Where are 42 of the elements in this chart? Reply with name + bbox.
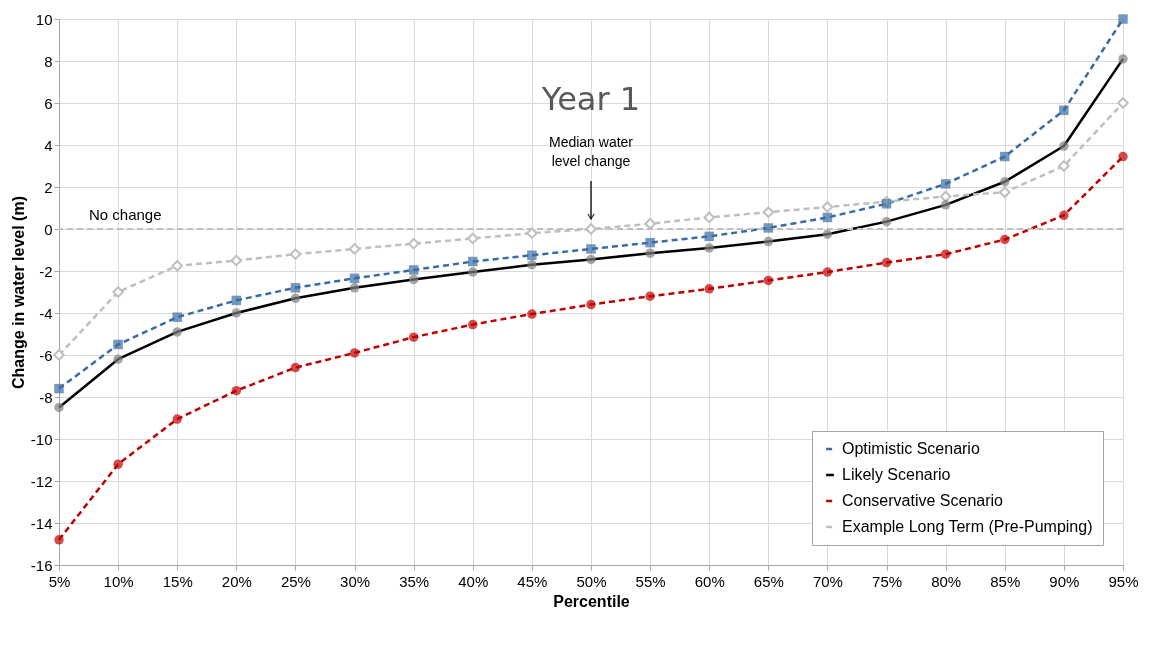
x-tick-label: 70% (812, 572, 843, 590)
x-tick-label: 80% (931, 572, 962, 590)
x-tick-label: 20% (221, 572, 252, 590)
x-tick-label: 5% (48, 572, 71, 590)
y-tick-label: -10 (30, 430, 53, 448)
y-tick-label: 2 (44, 178, 53, 196)
x-tick-label: 50% (576, 572, 607, 590)
y-tick-label: -12 (30, 472, 53, 490)
x-tick-label: 35% (399, 572, 430, 590)
legend-label: Conservative Scenario (842, 492, 1004, 509)
x-tick-label: 30% (340, 572, 371, 590)
text: Year 1 (540, 80, 641, 118)
x-tick-label: 95% (1108, 572, 1139, 590)
y-tick-label: 0 (44, 220, 53, 238)
y-tick-label: -2 (39, 262, 53, 280)
y-tick-label: -14 (30, 514, 53, 532)
x-tick-label: 75% (872, 572, 903, 590)
annotation: Median water level change (548, 134, 634, 169)
y-tick-label: 8 (44, 52, 53, 70)
x-tick-label: 10% (103, 572, 134, 590)
x-tick-label: 40% (458, 572, 489, 590)
x-tick-label: 55% (635, 572, 666, 590)
y-axis-title: Change in water level (m) (9, 196, 27, 389)
x-tick-label: 60% (694, 572, 725, 590)
legend-label: Likely Scenario (842, 466, 951, 483)
x-tick-label: 85% (990, 572, 1021, 590)
y-tick-label: 4 (44, 136, 53, 154)
legend-label: Optimistic Scenario (842, 440, 980, 457)
x-axis-title: Percentile (553, 592, 630, 610)
y-tick-label: -16 (30, 556, 53, 574)
x-tick-label: 15% (162, 572, 193, 590)
x-tick-label: 65% (753, 572, 784, 590)
x-tick-label: 45% (517, 572, 548, 590)
y-tick-label: -6 (39, 346, 53, 364)
y-tick-label: 6 (44, 94, 53, 112)
legend-label: Example Long Term (Pre-Pumping) (842, 518, 1093, 535)
y-tick-label: -4 (39, 304, 53, 322)
x-tick-label: 90% (1049, 572, 1080, 590)
x-tick-label: 25% (280, 572, 311, 590)
y-tick-label: 10 (35, 10, 53, 28)
ref-line-label: No change (89, 206, 162, 223)
y-tick-label: -8 (39, 388, 53, 406)
